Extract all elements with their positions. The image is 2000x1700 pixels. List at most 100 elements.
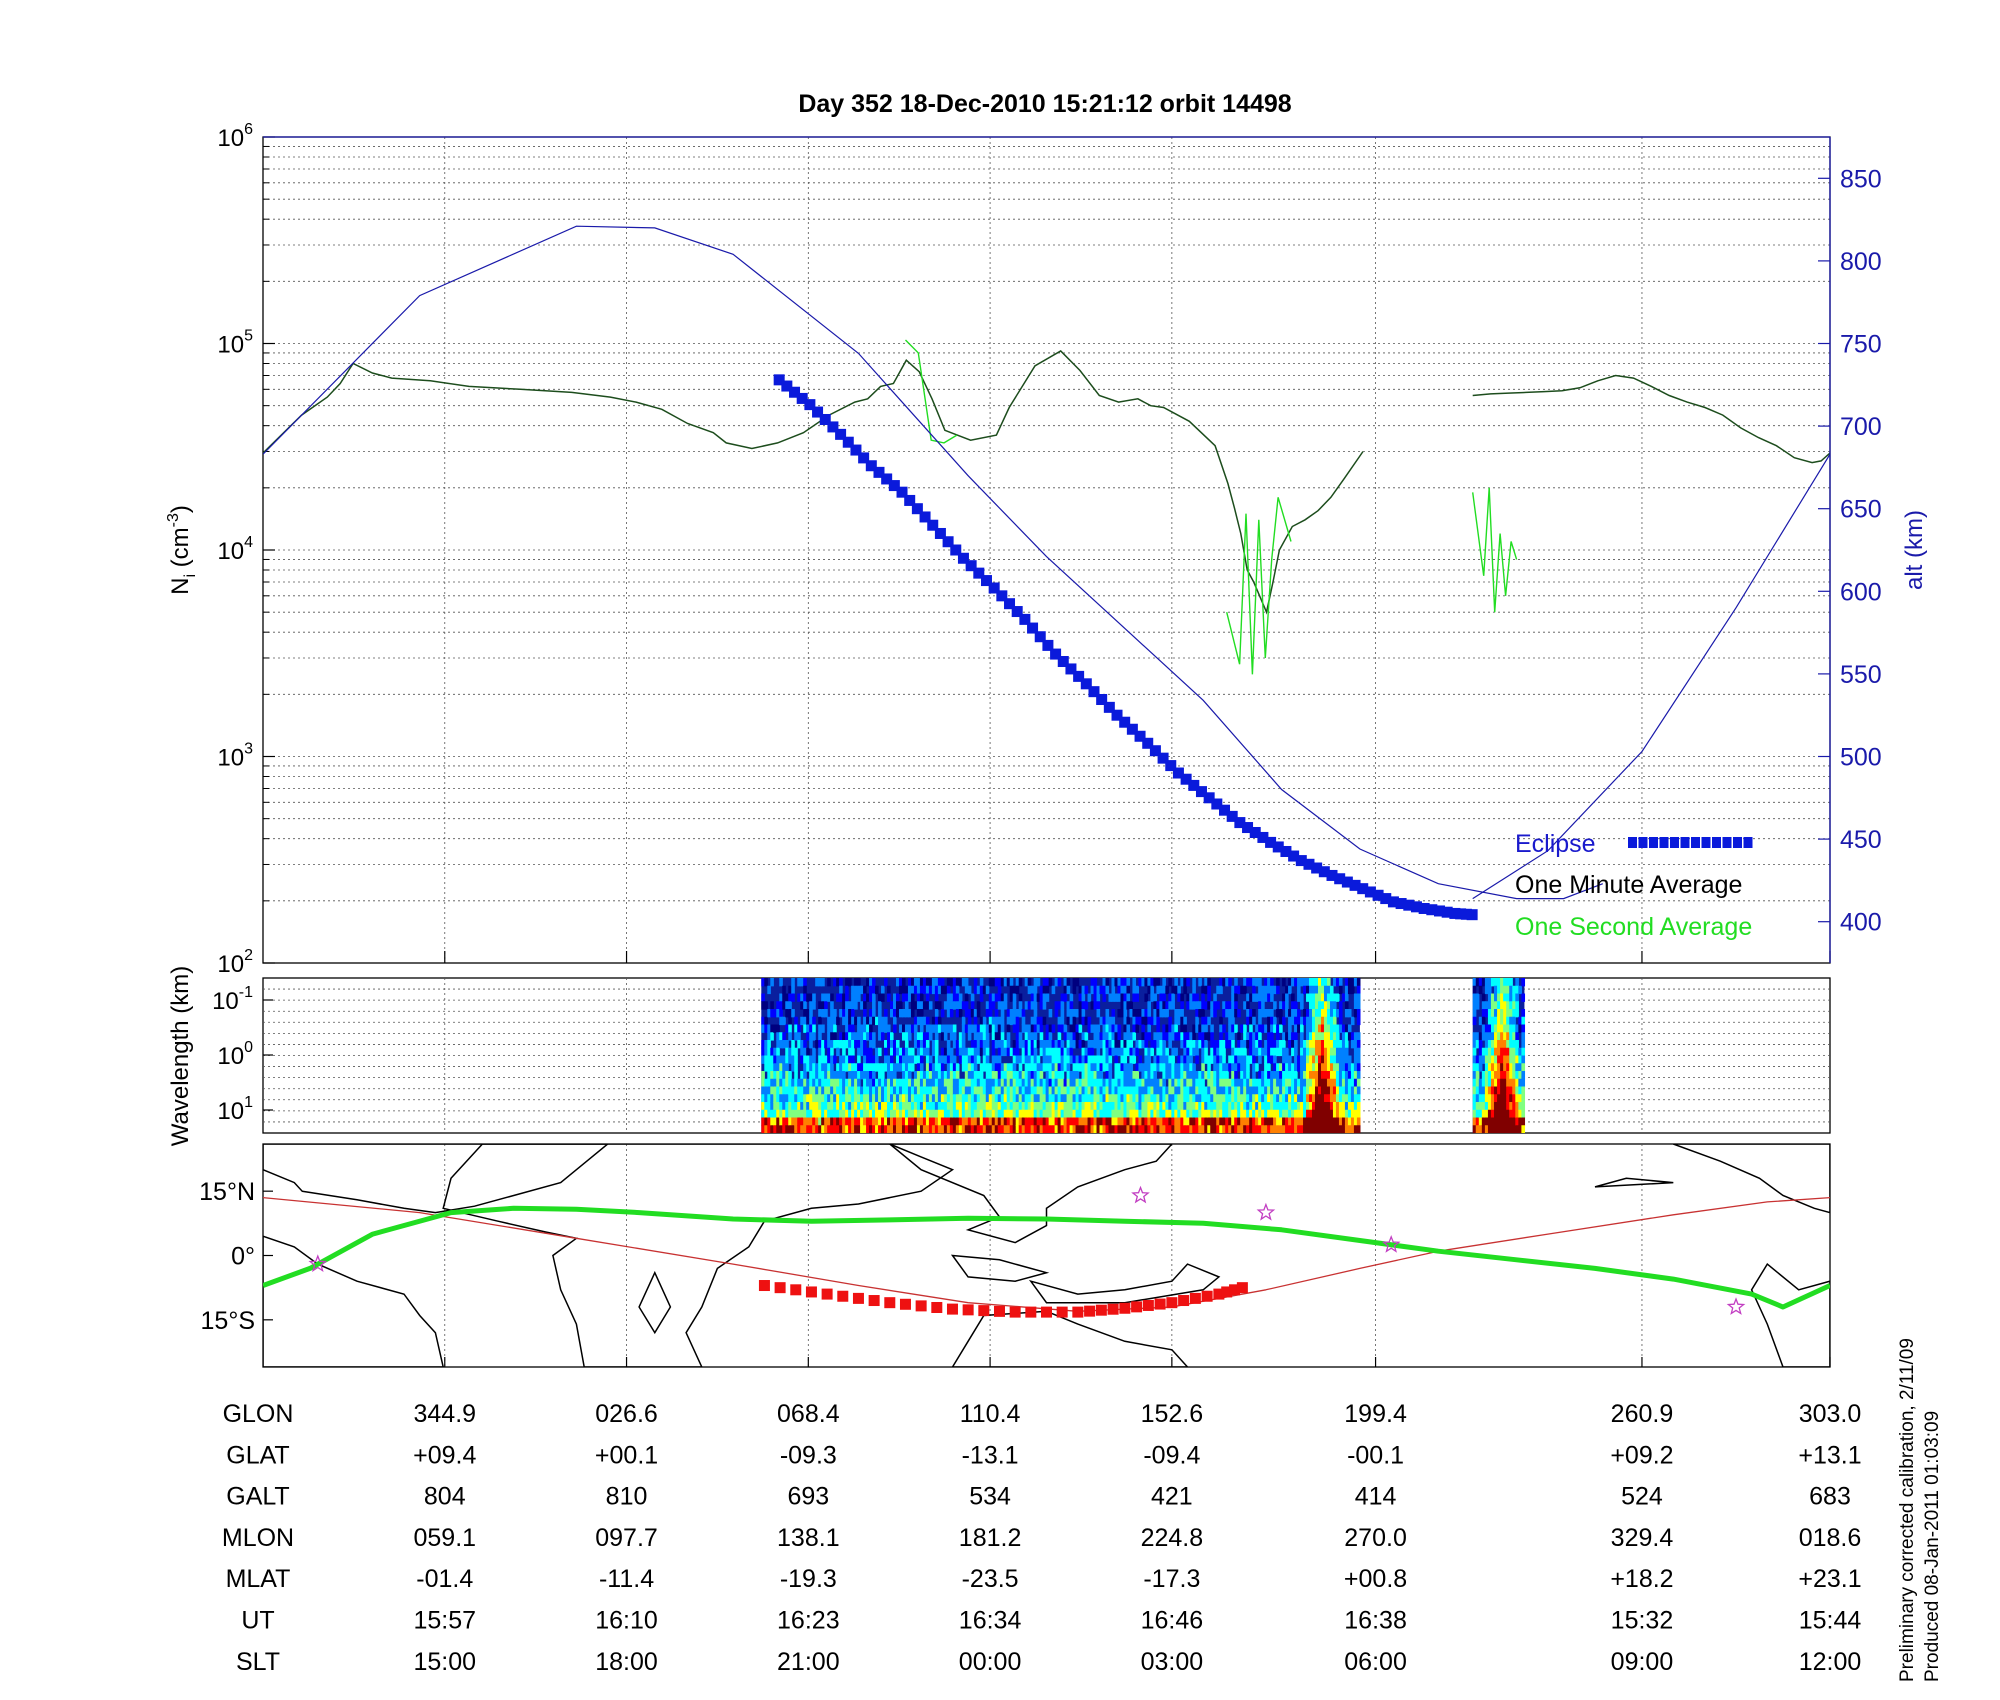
spectrogram-cell [1320,985,1325,995]
spectrogram-cell [1123,1125,1128,1133]
spectrogram-cell [1096,1078,1101,1088]
spectrogram-cell [916,1009,921,1018]
spectrogram-cell [845,1094,849,1103]
spectrogram-cell [931,1071,936,1080]
spectrogram-cell [1243,1032,1247,1041]
spectrogram-cell [1018,1032,1023,1041]
spectrogram-cell [1306,1009,1310,1018]
spectrogram-cell [878,1047,882,1057]
spectrogram-cell [1267,1032,1271,1041]
spectrogram-cell [1297,1016,1301,1026]
spectrogram-cell [925,1055,930,1064]
spectrogram-cell [1258,1094,1262,1103]
spectrogram-cell [821,1125,825,1133]
spectrogram-cell [1117,1032,1122,1041]
spectrogram-cell [1012,1040,1017,1049]
spectrogram-cell [854,1001,858,1010]
spectrogram-cell [1509,985,1513,995]
spectrogram-cell [1042,1117,1047,1126]
spectrogram-cell [1347,1078,1352,1088]
spectrogram-cell [946,985,951,995]
spectrogram-cell [860,1001,864,1010]
spectrogram-cell [1487,1078,1492,1088]
spectrogram-cell [1243,1063,1247,1072]
spectrogram-cell [940,1078,945,1088]
spectrogram-cell [1216,1102,1220,1111]
spectrogram-cell [851,1032,855,1041]
spectrogram-cell [955,1009,960,1018]
spectrogram-cell [1509,1117,1513,1126]
spectrogram-cell [1225,978,1229,987]
spectrogram-cell [1054,1094,1059,1103]
spectrogram-cell [827,1109,831,1119]
spectrogram-cell [866,978,870,987]
spectrogram-cell [1090,1109,1095,1119]
spectrogram-cell [809,1001,813,1010]
spectrogram-cell [901,1063,906,1072]
spectrogram-cell [1279,1086,1283,1095]
spectrogram-cell [1030,1102,1035,1111]
spectrogram-cell [776,1063,780,1072]
spectrogram-cell [934,1024,939,1033]
spectrogram-cell [1156,1040,1160,1049]
spectrogram-cell [1249,1086,1253,1095]
spectrogram-cell [1183,1078,1187,1088]
spectrogram-cell [1006,1024,1011,1033]
spectrogram-cell [964,1047,969,1057]
spectrogram-cell [979,1071,984,1080]
spectrogram-cell [851,1001,855,1010]
spectrogram-cell [818,1078,822,1088]
spectrogram-cell [818,1047,822,1057]
spectrogram-cell [925,1117,930,1126]
eclipse-marker [1280,845,1292,857]
spectrogram-cell [955,1094,960,1103]
spectrogram-cell [1315,1063,1319,1072]
spectrogram-cell [1475,1086,1480,1095]
spectrogram-cell [946,1009,951,1018]
spectrogram-cell [1332,1016,1337,1026]
spectrogram-cell [1060,1094,1065,1103]
spectrogram-cell [1180,993,1184,1002]
spectrogram-cell [934,1032,939,1041]
spectrogram-cell [1063,1102,1068,1111]
spectrogram-cell [1240,1109,1244,1119]
spectrogram-cell [827,1117,831,1126]
spectrogram-cell [1270,1086,1274,1095]
spectrogram-cell [875,1063,879,1072]
spectrogram-cell [1162,1102,1166,1111]
spectrogram-cell [1162,1109,1166,1119]
spectrogram-cell [1159,1040,1163,1049]
spectrogram-cell [1138,1055,1143,1064]
spectrogram-cell [803,1047,807,1057]
spectrogram-cell [1478,1109,1483,1119]
map-eclipse-marker [1213,1288,1225,1300]
spectrogram-cell [1141,1117,1146,1126]
spectrogram-cell [890,1032,894,1041]
spectrogram-cell [1335,1109,1340,1119]
spectrogram-cell [964,1001,969,1010]
spectrogram-cell [1117,1009,1122,1018]
spectrogram-cell [1497,1040,1501,1049]
spectrogram-cell [1317,1117,1322,1126]
spectrogram-cell [1234,978,1238,987]
spectrogram-cell [1213,1125,1217,1133]
spectrogram-cell [1246,1109,1250,1119]
spectrogram-cell [1341,1117,1346,1126]
spectrogram-cell [1069,1009,1074,1018]
spectrogram-cell [1039,993,1044,1002]
spectrogram-cell [931,1117,936,1126]
spectrogram-cell [958,1102,963,1111]
spectrogram-cell [1306,1125,1310,1133]
spectrogram-cell [1273,1109,1277,1119]
spectrogram-cell [1282,1001,1286,1010]
spectrogram-cell [1240,1078,1244,1088]
spectrogram-cell [1518,1094,1522,1103]
spectrogram-cell [1487,1024,1492,1033]
spectrogram-cell [1180,1063,1184,1072]
spectrogram-cell [1048,1047,1053,1057]
spectrogram-cell [890,1125,894,1133]
spectrogram-cell [1057,1024,1062,1033]
spectrogram-cell [1347,1102,1352,1111]
spectrogram-cell [1515,1047,1519,1057]
spectrogram-cell [1195,993,1199,1002]
